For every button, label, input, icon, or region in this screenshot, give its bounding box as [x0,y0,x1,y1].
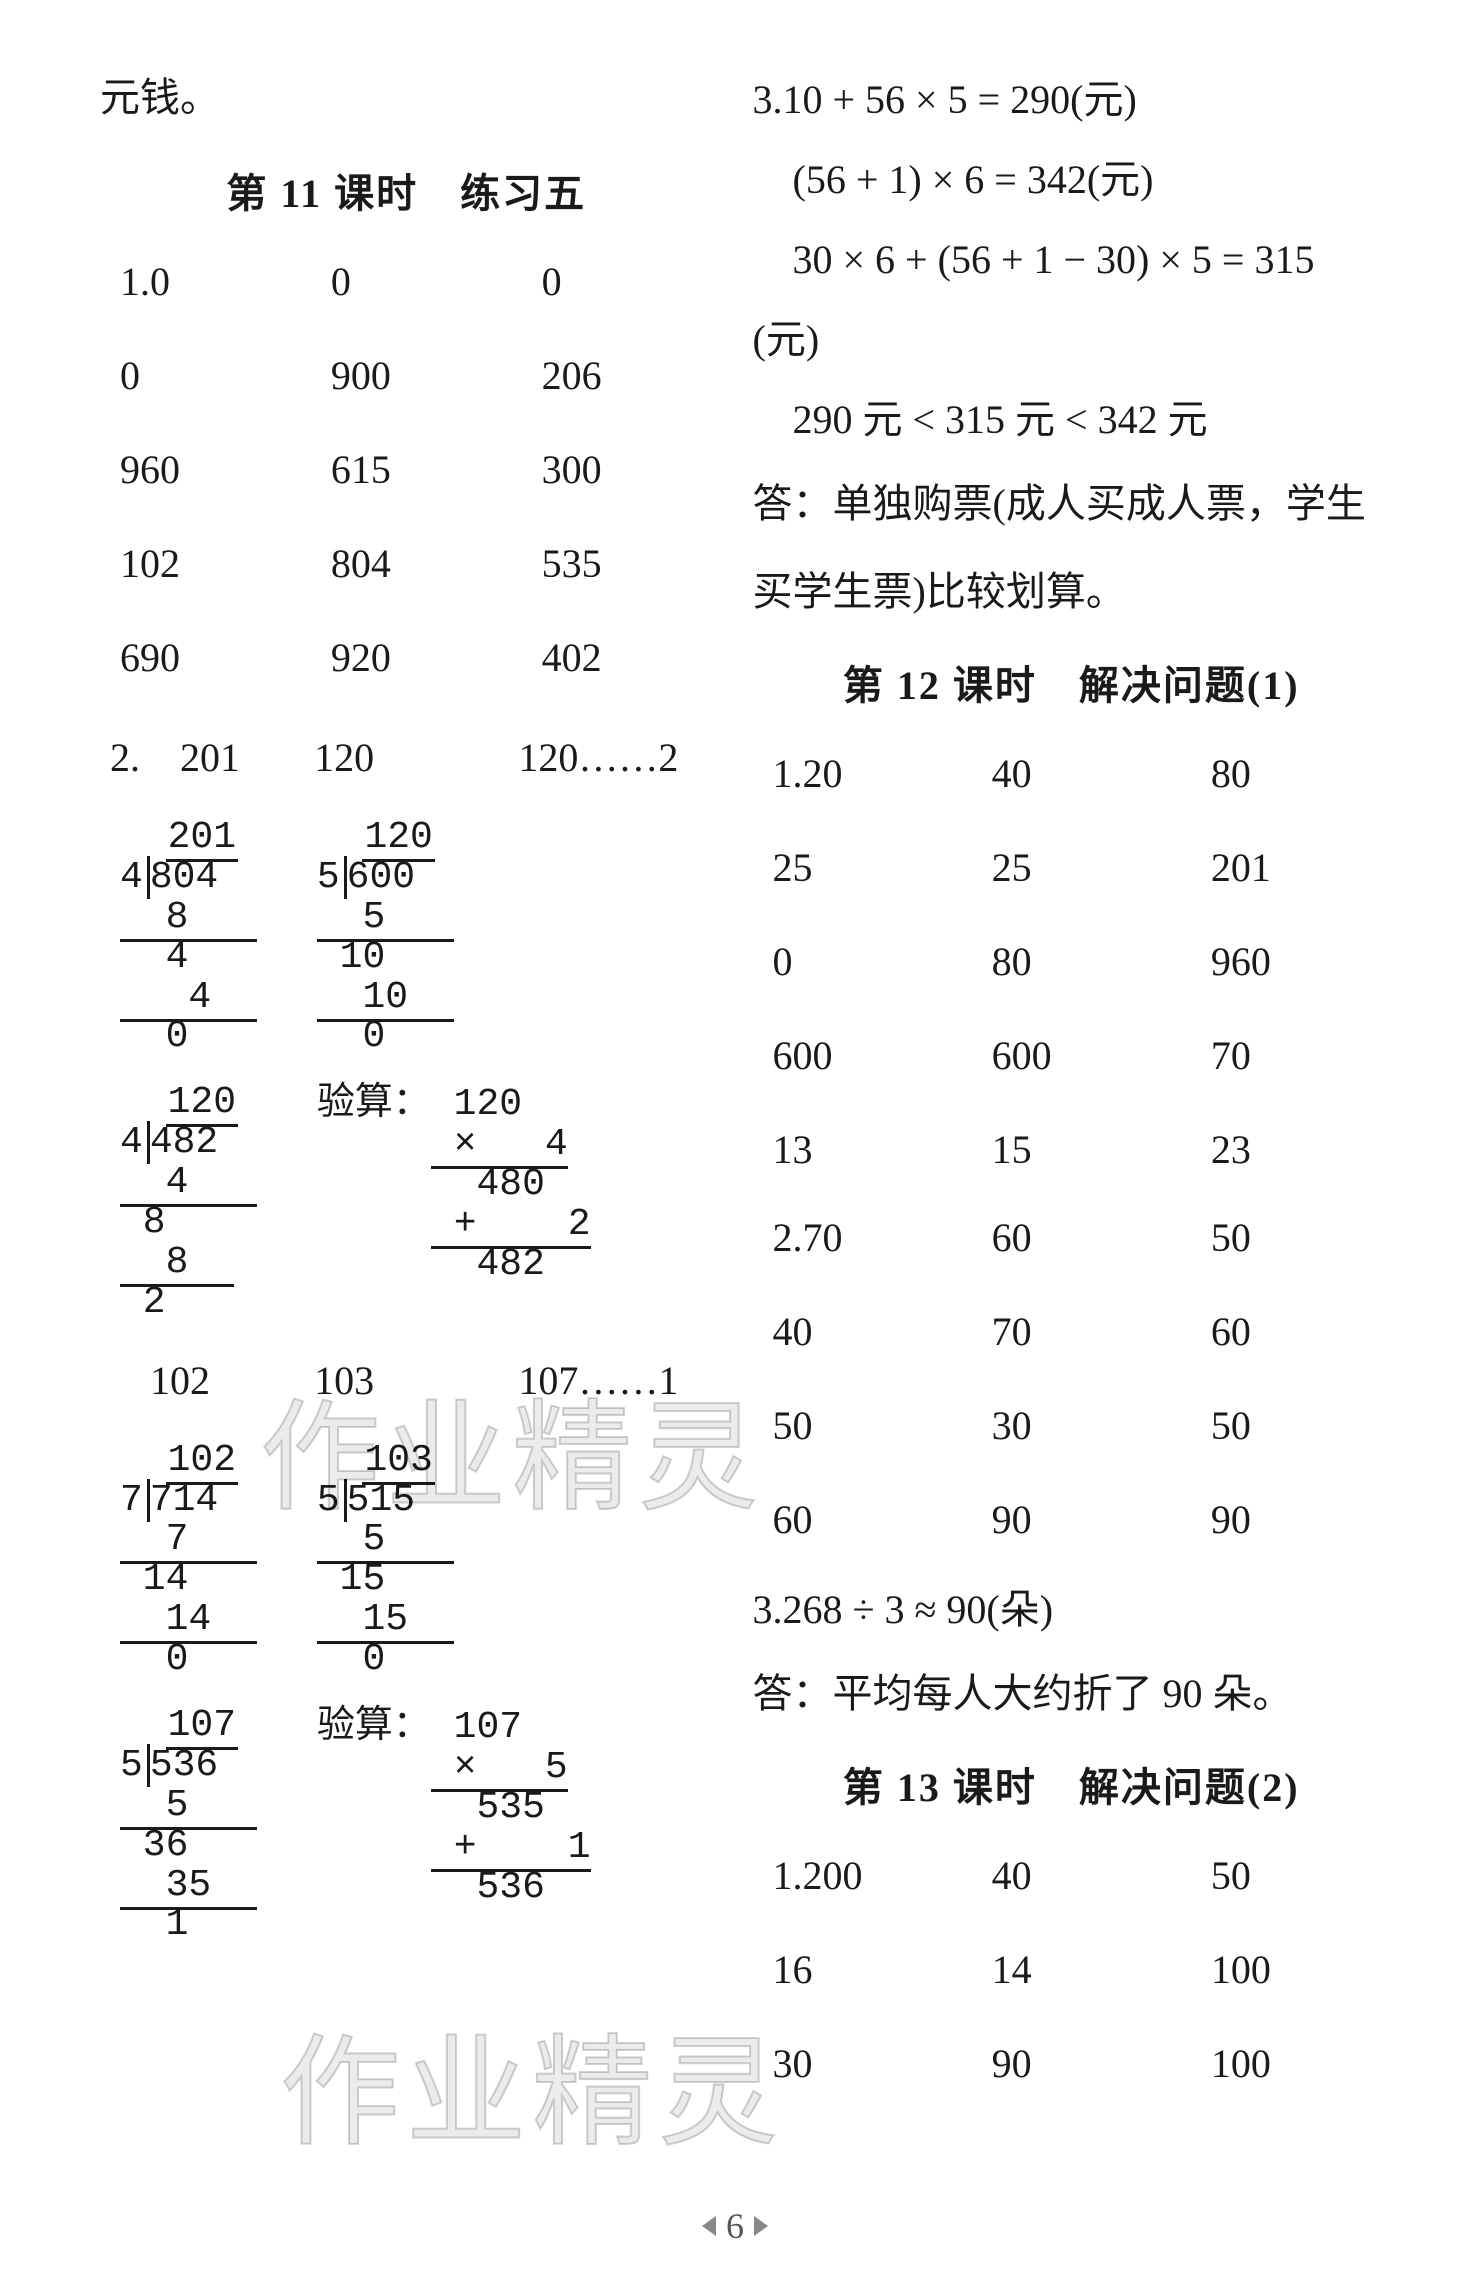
q2-answers: 2. 201 120 120……2 [110,720,713,796]
cell: 300 [522,432,713,508]
cell: 80 [972,924,1171,1000]
cell: 50 [1191,1838,1390,1914]
cell: 90 [972,1482,1171,1558]
q1-grid: 1.0 0 0 0 900 206 960 615 300 102 804 53… [100,244,713,696]
longdiv-804-4: 201 4804 8 4 4 0 [120,818,257,1057]
eq-line-1: 3.10 + 56 × 5 = 290(元) [753,62,1391,138]
cell: 206 [522,338,713,414]
cell: 50 [1191,1388,1390,1464]
cell: 804 [311,526,502,602]
cell: 1.20 [753,736,952,812]
cell: 90 [972,2026,1171,2102]
cell: 1.200 [753,1838,952,1914]
cell: 70 [1191,1018,1390,1094]
verify-536: 验算： 107 × 5 535 + 1 536 [317,1706,591,1945]
title-lesson-12: 第 12 课时 解决问题(1) [753,648,1391,724]
cell: 16 [753,1932,952,2008]
cell: 40 [753,1294,952,1370]
longdiv-536-5: 107 5536 5 36 35 1 [120,1706,257,1945]
cell: 535 [522,526,713,602]
cell: 615 [311,432,502,508]
cell: 100 [1191,1932,1390,2008]
q12-grid-b: 2.70 60 50 40 70 60 50 30 50 60 90 90 [753,1200,1391,1558]
cell: 600 [753,1018,952,1094]
verify-482: 验算： 120 × 4 480 + 2 482 [317,1083,591,1322]
cell: 40 [972,1838,1171,1914]
cell: 30 [972,1388,1171,1464]
cell: 15 [972,1112,1171,1188]
left-continuation: 元钱。 [100,60,713,136]
title-lesson-11: 第 11 课时 练习五 [100,156,713,232]
compare-line: 290 元 < 315 元 < 342 元 [753,382,1391,458]
cell: 960 [1191,924,1390,1000]
cell: 25 [972,830,1171,906]
cell: 14 [972,1932,1171,2008]
cell: 120 [314,720,508,796]
answer-q12: 答：平均每人大约折了 90 朵。 [753,1656,1391,1732]
triangle-right-icon [754,2216,768,2236]
cell: 100 [1191,2026,1390,2102]
cell: 60 [1191,1294,1390,1370]
cell: 0 [100,338,291,414]
cell: 60 [972,1200,1171,1276]
eq-q12-3: 3.268 ÷ 3 ≈ 90(朵) [753,1572,1391,1648]
cell: 13 [753,1112,952,1188]
longdiv-482-4: 120 4482 4 8 8 2 [120,1083,257,1322]
cell: 25 [753,830,952,906]
page-number-value: 6 [726,2192,744,2260]
cell: 102 [100,526,291,602]
cell: 23 [1191,1112,1390,1188]
cell: 960 [100,432,291,508]
cell: 70 [972,1294,1171,1370]
cell: 201 [1191,830,1390,906]
longdiv-714-7: 102 7714 7 14 14 0 [120,1441,257,1680]
cell: 600 [972,1018,1171,1094]
cell: 120……2 [518,720,712,796]
cell: 0 [522,244,713,320]
longdiv-600-5: 120 5600 5 10 10 0 [317,818,454,1057]
cell: 0 [311,244,502,320]
cell: 50 [1191,1200,1390,1276]
q13-grid: 1.200 40 50 16 14 100 30 90 100 [753,1838,1391,2102]
answer-q3-1: 答：单独购票(成人买成人票，学生 [753,466,1391,542]
page-number: 6 [702,2192,768,2260]
cell: 50 [753,1388,952,1464]
eq-line-3: 30 × 6 + (56 + 1 − 30) × 5 = 315 [753,222,1391,298]
q12-grid-a: 1.20 40 80 25 25 201 0 80 960 600 600 70… [753,736,1391,1188]
eq-line-2: (56 + 1) × 6 = 342(元) [753,142,1391,218]
cell: 690 [100,620,291,696]
cell: 2. 201 [110,720,304,796]
cell: 1.0 [100,244,291,320]
cell: 103 [314,1343,508,1419]
cell: 80 [1191,736,1390,812]
title-lesson-13: 第 13 课时 解决问题(2) [753,1750,1391,1826]
cell: 30 [753,2026,952,2102]
answer-q3-2: 买学生票)比较划算。 [753,554,1391,630]
mid-answers: 102 103 107……1 [110,1343,713,1419]
cell: 0 [753,924,952,1000]
cell: 40 [972,736,1171,812]
cell: 102 [110,1343,304,1419]
longdiv-515-5: 103 5515 5 15 15 0 [317,1441,454,1680]
cell: 900 [311,338,502,414]
cell: 402 [522,620,713,696]
cell: 90 [1191,1482,1390,1558]
eq-line-3b: (元) [753,302,1391,378]
cell: 107……1 [518,1343,712,1419]
cell: 60 [753,1482,952,1558]
cell: 2.70 [753,1200,952,1276]
cell: 920 [311,620,502,696]
triangle-left-icon [702,2216,716,2236]
